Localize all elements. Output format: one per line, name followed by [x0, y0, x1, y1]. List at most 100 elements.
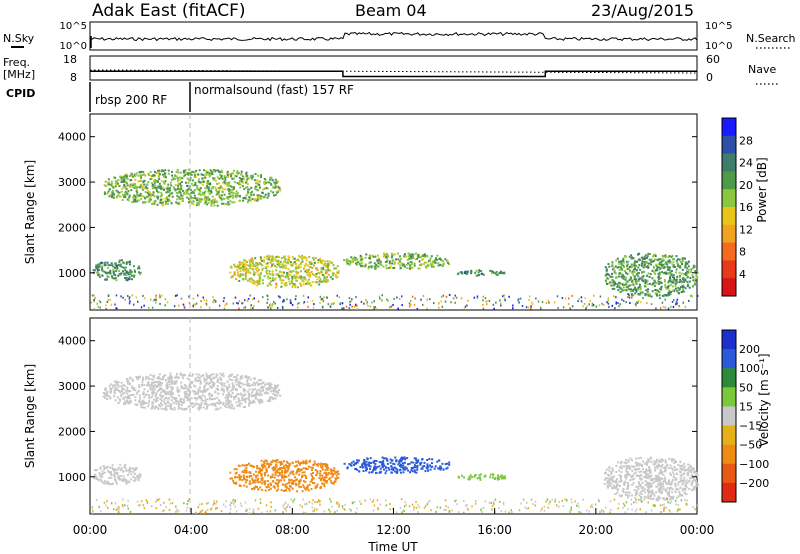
data-point	[696, 277, 699, 279]
data-point	[192, 184, 195, 187]
data-point	[282, 279, 285, 282]
data-point	[227, 399, 230, 402]
data-point	[413, 262, 416, 265]
data-point	[156, 189, 158, 192]
ground-scatter-point	[356, 308, 358, 310]
data-point	[149, 374, 152, 377]
data-point	[648, 253, 651, 255]
data-point	[207, 375, 210, 378]
data-point	[327, 472, 330, 475]
data-point	[282, 483, 285, 486]
data-point	[321, 482, 324, 485]
data-point	[212, 398, 214, 401]
data-point	[243, 471, 246, 474]
data-point	[202, 174, 205, 176]
data-point	[324, 480, 327, 483]
data-point	[240, 402, 243, 405]
data-point	[168, 193, 171, 196]
ground-scatter-point	[355, 296, 357, 298]
data-point	[257, 384, 260, 387]
ground-scatter-point	[208, 306, 211, 309]
data-point	[224, 405, 227, 408]
data-point	[420, 461, 423, 464]
data-point	[269, 280, 272, 283]
ground-scatter-point	[607, 302, 610, 305]
data-point	[609, 275, 612, 278]
ground-scatter-point	[409, 303, 412, 306]
data-point	[290, 479, 293, 481]
data-point	[113, 392, 116, 395]
data-point	[94, 469, 97, 472]
data-point	[264, 383, 267, 386]
data-point	[98, 268, 100, 271]
ground-scatter-point	[286, 298, 288, 301]
data-point	[250, 464, 253, 467]
data-point	[106, 261, 109, 264]
data-point	[657, 275, 660, 278]
data-point	[668, 457, 671, 460]
data-point	[267, 275, 270, 278]
data-point	[334, 471, 337, 474]
ground-scatter-point	[401, 304, 403, 307]
data-point	[239, 381, 242, 384]
data-point	[260, 195, 262, 198]
data-point	[113, 470, 116, 473]
data-point	[281, 462, 284, 465]
data-point	[195, 402, 198, 405]
data-point	[257, 268, 260, 271]
ground-scatter-point	[176, 294, 178, 297]
data-point	[297, 258, 300, 261]
data-point	[132, 175, 134, 178]
data-point	[155, 397, 158, 400]
data-point	[634, 461, 637, 464]
data-point	[210, 204, 213, 207]
data-point	[259, 486, 262, 489]
data-point	[634, 278, 637, 281]
data-point	[130, 473, 133, 476]
data-point	[670, 467, 673, 470]
ground-scatter-point	[464, 305, 467, 308]
data-point	[302, 480, 305, 483]
data-point	[96, 266, 99, 269]
data-point	[160, 198, 162, 201]
data-point	[200, 399, 203, 401]
data-point	[227, 197, 230, 200]
data-point	[459, 271, 462, 274]
data-point	[182, 169, 185, 172]
data-point	[370, 471, 373, 474]
data-point	[287, 255, 290, 258]
date-label: 23/Aug/2015	[591, 1, 694, 20]
data-point	[300, 284, 303, 287]
data-point	[660, 266, 663, 269]
data-point	[374, 468, 377, 471]
data-point	[674, 285, 677, 288]
data-point	[474, 474, 476, 477]
data-point	[192, 192, 195, 194]
data-point	[155, 394, 157, 396]
data-point	[417, 267, 420, 270]
data-point	[198, 198, 201, 201]
ground-scatter-point	[613, 295, 615, 298]
data-point	[280, 279, 283, 282]
data-point	[259, 272, 262, 275]
data-point	[661, 463, 664, 466]
data-point	[686, 481, 689, 484]
data-point	[333, 267, 336, 270]
colorbar-swatch	[722, 207, 736, 226]
data-point	[299, 469, 302, 472]
ground-scatter-point	[326, 296, 328, 299]
data-point	[280, 271, 283, 274]
data-point	[173, 187, 176, 190]
data-point	[458, 476, 461, 479]
data-point	[644, 263, 647, 266]
data-point	[636, 288, 639, 291]
data-point	[135, 189, 138, 192]
ground-scatter-point	[282, 307, 284, 310]
data-point	[245, 173, 248, 176]
data-point	[635, 289, 637, 291]
ground-scatter-point	[282, 300, 284, 303]
data-point	[143, 406, 146, 409]
data-point	[213, 204, 216, 207]
ground-scatter-point	[274, 302, 276, 305]
